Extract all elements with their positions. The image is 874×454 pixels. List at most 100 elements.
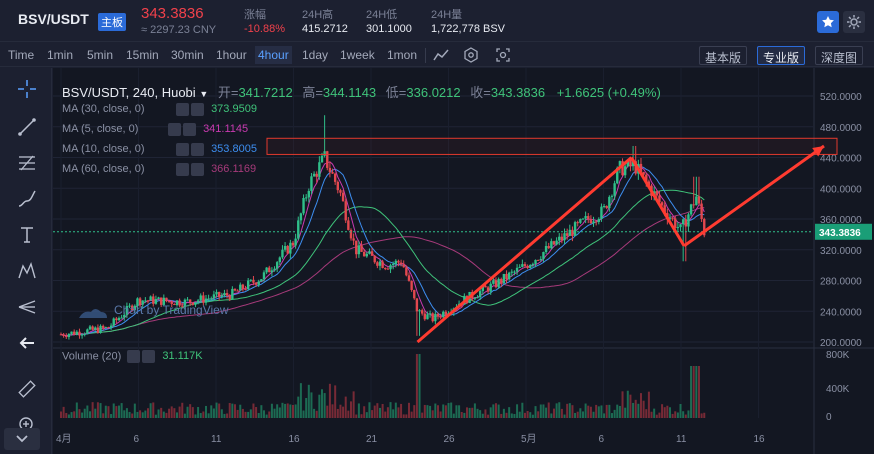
volume-bar: [468, 407, 471, 418]
trendline-up[interactable]: [416, 156, 633, 344]
volume-close-icon[interactable]: [142, 350, 156, 363]
ma60-settings-icon[interactable]: [176, 163, 189, 176]
volume-bar: [537, 411, 540, 418]
candle-body: [233, 288, 237, 291]
projection-arrow-line[interactable]: [683, 144, 825, 248]
volume-bar: [552, 408, 555, 418]
volume-bar: [165, 412, 168, 418]
candle-body: [552, 241, 556, 245]
candle-body: [138, 298, 142, 305]
ma60-close-icon[interactable]: [191, 163, 204, 176]
crosshair-tool[interactable]: [14, 76, 40, 102]
candle-body: [700, 203, 703, 219]
pair-title[interactable]: BSV/USDT: [18, 11, 89, 27]
ma10-close-icon[interactable]: [191, 143, 204, 156]
tf-1min[interactable]: 1min: [47, 48, 74, 62]
pro-view-button[interactable]: 专业版: [757, 46, 806, 65]
resistance-zone-rect[interactable]: [266, 137, 838, 155]
chart-settings-button[interactable]: [462, 46, 480, 64]
tf-5min[interactable]: 5min: [87, 48, 114, 62]
settings-button[interactable]: [843, 11, 865, 33]
candle-body: [286, 246, 289, 254]
candle-body: [173, 303, 176, 306]
ma5-settings-icon[interactable]: [168, 123, 181, 136]
price-tick-label: 240.0000: [820, 307, 862, 318]
indicators-button[interactable]: [432, 46, 450, 64]
candle-body: [323, 151, 326, 156]
tf-1day[interactable]: 1day: [302, 48, 329, 62]
trendline-tool[interactable]: [14, 114, 40, 140]
symbol-info[interactable]: BSV/USDT, 240, Huobi: [62, 85, 196, 100]
candle-body: [576, 222, 579, 224]
tf-1week[interactable]: 1week: [340, 48, 375, 62]
trendline-down[interactable]: [630, 156, 686, 247]
depth-view-button[interactable]: 深度图: [815, 46, 864, 65]
tf-15min[interactable]: 15min: [126, 48, 159, 62]
tf-1hour[interactable]: 1hour: [216, 48, 247, 62]
fork-tool[interactable]: [14, 294, 40, 320]
volume-bar: [500, 413, 503, 418]
volume-bar: [186, 406, 189, 418]
candle-body: [181, 305, 184, 307]
fib-tool[interactable]: [14, 150, 40, 176]
volume-tick-label: 0: [826, 412, 832, 423]
last-price: 343.3836: [141, 5, 204, 22]
candle-body: [600, 206, 603, 220]
candle-body: [626, 159, 629, 167]
favorite-button[interactable]: [817, 11, 839, 33]
candle-body: [273, 268, 276, 271]
tf-4hour[interactable]: 4hour: [255, 46, 292, 64]
volume-bar: [434, 403, 437, 418]
volume-tick-label: 800K: [826, 350, 850, 361]
ma5-close-icon[interactable]: [183, 123, 196, 136]
ruler-tool[interactable]: [14, 376, 40, 402]
candle-body: [399, 262, 403, 265]
price-chart[interactable]: 520.0000 480.0000 440.0000 400.0000 360.0000…: [53, 68, 874, 454]
volume-bar: [653, 408, 656, 418]
candle-body: [344, 201, 347, 221]
tf-1mon[interactable]: 1mon: [387, 48, 418, 62]
ma10-label: MA (10, close, 0): [62, 143, 145, 156]
pattern-tool[interactable]: [14, 258, 40, 284]
candle-body: [212, 294, 216, 299]
brush-tool[interactable]: [14, 186, 40, 212]
snapshot-button[interactable]: [494, 46, 512, 64]
back-tool[interactable]: [14, 330, 40, 356]
ma10-settings-icon[interactable]: [176, 143, 189, 156]
candle-body: [513, 271, 516, 273]
volume-bar: [692, 366, 695, 418]
candle-body: [616, 167, 619, 184]
candle-body: [196, 300, 200, 303]
volume-bar: [460, 412, 463, 418]
volume-bar: [178, 406, 181, 418]
candle-body: [676, 227, 680, 229]
volume-bar: [257, 413, 260, 418]
volume-settings-icon[interactable]: [127, 350, 141, 363]
volume-bar: [352, 391, 355, 418]
text-tool[interactable]: [14, 222, 40, 248]
ma30-settings-icon[interactable]: [176, 103, 189, 116]
candle-body: [594, 221, 598, 223]
candle-body: [555, 240, 558, 245]
candle-body: [378, 261, 382, 266]
candle-body: [278, 257, 282, 263]
basic-view-button[interactable]: 基本版: [699, 46, 748, 65]
candle-body: [560, 236, 564, 241]
ma30-close-icon[interactable]: [191, 103, 204, 116]
candle-body: [88, 326, 92, 330]
ma-legend-30: MA (30, close, 0) 373.9509: [62, 103, 257, 116]
candle-body: [536, 259, 540, 261]
tf-30min[interactable]: 30min: [171, 48, 204, 62]
candle-body: [391, 263, 395, 266]
chevron-down-icon: [16, 435, 28, 443]
tf-time[interactable]: Time: [8, 48, 35, 62]
candle-body: [442, 311, 445, 318]
volume-bar: [626, 390, 629, 418]
volume-bar: [326, 405, 329, 418]
tradingview-logo-icon: [79, 309, 107, 318]
collapse-sidebar-button[interactable]: [4, 428, 40, 450]
caret-down-icon[interactable]: ▼: [199, 89, 209, 99]
candle-body: [257, 281, 260, 285]
volume-bar: [484, 409, 487, 418]
price-tick-label: 440.0000: [820, 154, 862, 165]
